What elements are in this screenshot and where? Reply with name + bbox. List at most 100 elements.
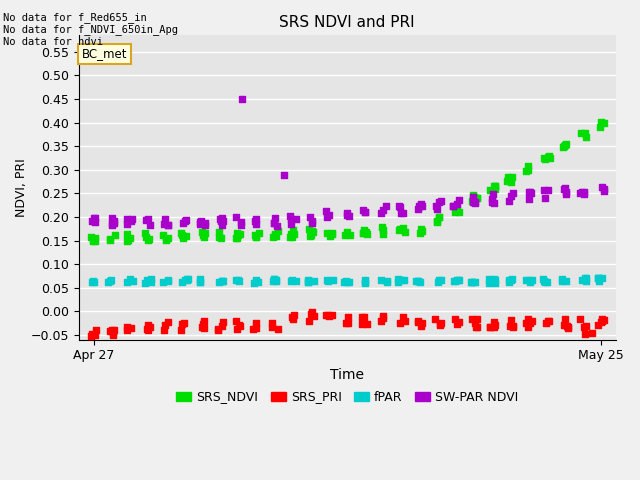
Point xyxy=(163,276,173,284)
Point xyxy=(218,217,228,225)
Point xyxy=(413,277,423,285)
Point xyxy=(506,316,516,324)
Point xyxy=(526,190,536,197)
Point xyxy=(539,277,549,285)
Point xyxy=(557,276,567,283)
Point xyxy=(177,321,188,328)
Point xyxy=(596,318,606,326)
Point xyxy=(539,186,549,193)
Point xyxy=(454,196,464,204)
Point xyxy=(452,320,462,327)
Point xyxy=(490,321,500,328)
Point xyxy=(382,277,392,285)
Point xyxy=(218,276,228,284)
Point xyxy=(488,191,498,198)
Point xyxy=(234,322,244,329)
Point xyxy=(214,228,224,236)
Point xyxy=(103,278,113,286)
Point xyxy=(163,277,173,285)
Point xyxy=(452,206,462,214)
Point xyxy=(344,231,355,239)
Point xyxy=(360,279,370,287)
Point xyxy=(234,322,244,330)
Point xyxy=(362,320,372,328)
Point xyxy=(545,154,555,162)
Point xyxy=(376,317,386,324)
Point xyxy=(436,197,446,204)
Point xyxy=(448,202,458,209)
Point xyxy=(271,232,282,240)
Point xyxy=(266,319,276,327)
Point xyxy=(413,202,424,210)
Point xyxy=(108,221,118,229)
Point xyxy=(358,229,369,237)
Point xyxy=(163,318,173,326)
Text: BC_met: BC_met xyxy=(82,48,127,60)
Point xyxy=(269,219,279,227)
Point xyxy=(484,323,495,330)
Point xyxy=(543,186,553,194)
Point xyxy=(506,276,516,284)
Point xyxy=(490,182,500,190)
Point xyxy=(449,277,460,285)
Point xyxy=(415,202,425,210)
Point xyxy=(467,197,477,205)
Point xyxy=(415,225,426,233)
Point xyxy=(200,221,210,229)
Point xyxy=(122,323,132,330)
Point xyxy=(232,325,242,333)
Point xyxy=(524,195,534,203)
Point xyxy=(273,325,283,333)
Point xyxy=(450,277,460,285)
Point xyxy=(381,278,392,286)
Point xyxy=(339,278,349,286)
Point xyxy=(378,206,388,214)
Point xyxy=(200,229,211,237)
Point xyxy=(484,323,495,331)
Point xyxy=(145,323,156,331)
Point xyxy=(321,312,331,319)
Point xyxy=(485,186,495,194)
Point xyxy=(278,172,289,180)
Point xyxy=(581,277,591,285)
Point xyxy=(343,319,353,326)
Point xyxy=(307,227,317,235)
Point xyxy=(270,231,280,239)
Point xyxy=(357,320,367,327)
Point xyxy=(108,328,118,336)
Point xyxy=(358,226,369,234)
Point xyxy=(286,277,296,285)
Point xyxy=(328,276,338,284)
Point xyxy=(579,190,589,197)
Point xyxy=(288,226,298,234)
Point xyxy=(595,119,605,126)
Point xyxy=(525,278,536,286)
Point xyxy=(395,225,405,232)
Point xyxy=(86,333,96,340)
Point xyxy=(595,123,605,131)
Point xyxy=(506,178,516,185)
Point xyxy=(468,193,478,201)
Point xyxy=(321,229,332,237)
Point xyxy=(88,331,98,338)
Point xyxy=(195,278,205,286)
Point xyxy=(467,278,477,286)
Point xyxy=(417,319,428,326)
Point xyxy=(524,189,534,196)
Point xyxy=(561,188,571,195)
Point xyxy=(561,140,571,148)
Point xyxy=(452,276,462,284)
Point xyxy=(87,278,97,286)
Point xyxy=(180,216,191,224)
Point xyxy=(271,276,282,283)
Point xyxy=(105,327,115,335)
Point xyxy=(104,235,115,243)
Point xyxy=(127,215,138,223)
Point xyxy=(251,277,261,285)
Point xyxy=(413,205,423,213)
Point xyxy=(577,130,587,137)
Point xyxy=(195,276,205,283)
Point xyxy=(287,315,298,323)
Point xyxy=(543,153,553,160)
Point xyxy=(434,276,444,284)
